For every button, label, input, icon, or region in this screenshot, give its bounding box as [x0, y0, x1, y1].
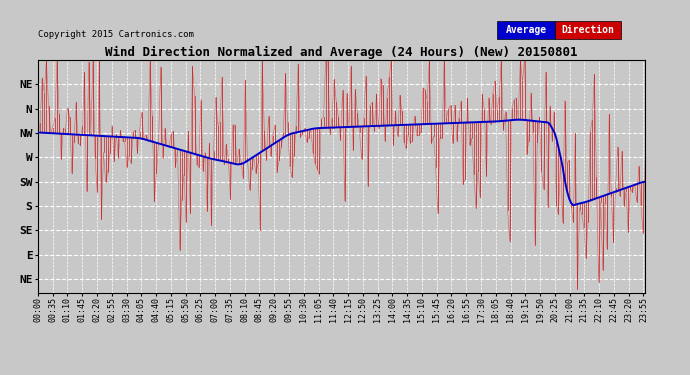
Text: Average: Average — [506, 25, 546, 34]
Text: Copyright 2015 Cartronics.com: Copyright 2015 Cartronics.com — [38, 30, 194, 39]
FancyBboxPatch shape — [497, 21, 555, 39]
Text: Direction: Direction — [562, 25, 615, 34]
FancyBboxPatch shape — [555, 21, 621, 39]
Title: Wind Direction Normalized and Average (24 Hours) (New) 20150801: Wind Direction Normalized and Average (2… — [106, 46, 578, 59]
